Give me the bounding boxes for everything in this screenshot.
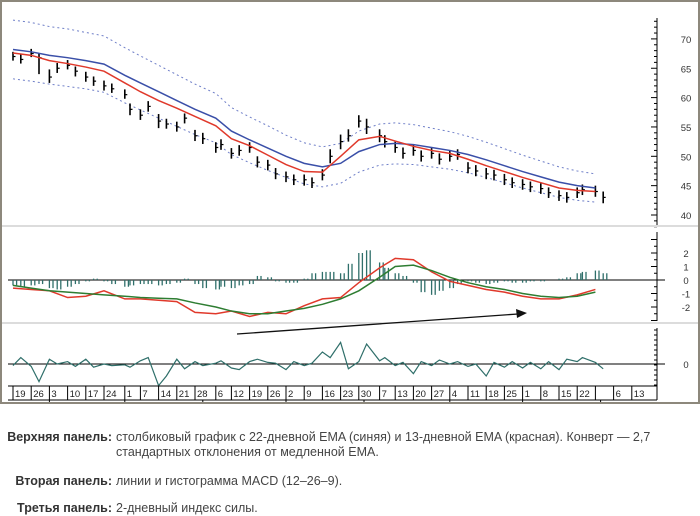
caption-label: Третья панель: xyxy=(17,501,112,515)
x-tick-label: 27 xyxy=(434,389,445,400)
x-tick-label: 10 xyxy=(70,389,81,400)
caption-label: Верхняя панель: xyxy=(7,430,112,444)
macd-line xyxy=(12,257,596,318)
caption-text: 2-дневный индекс силы. xyxy=(116,501,258,515)
x-tick-label: 2 xyxy=(288,389,293,400)
caption-text: линии и гистограмма MACD (12–26–9). xyxy=(116,474,343,488)
x-tick-label: 30 xyxy=(361,389,372,400)
ema13-line xyxy=(12,52,596,193)
price-tick-label: 60 xyxy=(681,94,692,105)
macd-tick-label: -1 xyxy=(682,290,690,301)
x-tick-label: 8 xyxy=(543,389,548,400)
price-tick-label: 45 xyxy=(681,182,692,193)
x-tick-label: 24 xyxy=(106,389,117,400)
force-index-line xyxy=(12,341,604,387)
macd-tick-label: 2 xyxy=(683,249,688,260)
x-tick-label: 1 xyxy=(127,389,132,400)
x-tick-label: 7 xyxy=(382,389,387,400)
x-tick-label: 12 xyxy=(233,389,244,400)
ema22-line xyxy=(12,48,596,189)
trend-arrow-head xyxy=(516,309,527,318)
force-index-panel: 0 xyxy=(8,328,689,387)
x-tick-label: 23 xyxy=(343,389,354,400)
x-tick-label: 19 xyxy=(15,389,26,400)
envelope-upper-line xyxy=(12,19,596,175)
x-tick-label: 20 xyxy=(415,389,426,400)
force-tick-label: 0 xyxy=(683,360,688,371)
x-tick-label: 26 xyxy=(270,389,281,400)
x-tick-label: 19 xyxy=(252,389,263,400)
macd-panel: 2 1 0 -1 -2 xyxy=(8,232,690,321)
macd-tick-label: 0 xyxy=(683,276,688,287)
x-tick-label: 16 xyxy=(324,389,335,400)
x-tick-label: 3 xyxy=(51,389,56,400)
x-tick-label: 6 xyxy=(616,389,621,400)
macd-signal-line xyxy=(12,264,596,315)
x-tick-label: 6 xyxy=(218,389,223,400)
x-tick-label: 25 xyxy=(506,389,517,400)
price-tick-label: 50 xyxy=(681,152,692,163)
x-tick-label: 26 xyxy=(33,389,44,400)
trend-arrow-line xyxy=(236,313,519,335)
price-tick-label: 55 xyxy=(681,123,692,134)
x-tick-label: 13 xyxy=(397,389,408,400)
x-tick-label: 9 xyxy=(306,389,311,400)
x-tick-label: 7 xyxy=(142,389,147,400)
price-panel: 40 45 50 55 60 65 70 xyxy=(12,18,692,228)
x-tick-label: 14 xyxy=(161,389,172,400)
x-tick-label: 22 xyxy=(579,389,590,400)
macd-tick-label: 1 xyxy=(683,263,688,274)
caption-label: Вторая панель: xyxy=(15,474,112,488)
price-tick-label: 65 xyxy=(681,64,692,75)
macd-tick-label: -2 xyxy=(682,303,690,314)
x-tick-label: 1 xyxy=(525,389,530,400)
x-tick-label: 11 xyxy=(470,389,480,400)
price-tick-label: 40 xyxy=(681,211,692,222)
x-tick-label: 15 xyxy=(561,389,572,400)
x-tick-label: 18 xyxy=(488,389,499,400)
x-tick-label: 21 xyxy=(179,389,190,400)
x-tick-label: 4 xyxy=(452,389,457,400)
chart-frame: 40 45 50 55 60 65 70 2 1 0 -1 -2 0 19 26 3 10 17 24 1 7 14… xyxy=(0,0,700,413)
x-tick-label: 17 xyxy=(88,389,99,400)
x-axis: 19 26 3 10 17 24 1 7 14 21 28 6 12 19 26 2 9 16 23 30 7 13 20 2… xyxy=(8,385,658,413)
trend-arrow-annotation xyxy=(236,309,527,335)
x-tick-label: 28 xyxy=(197,389,208,400)
price-tick-label: 70 xyxy=(681,35,692,46)
caption-text: столбиковый график с 22-дневной EMA (син… xyxy=(116,430,651,459)
x-tick-label: 13 xyxy=(634,389,645,400)
